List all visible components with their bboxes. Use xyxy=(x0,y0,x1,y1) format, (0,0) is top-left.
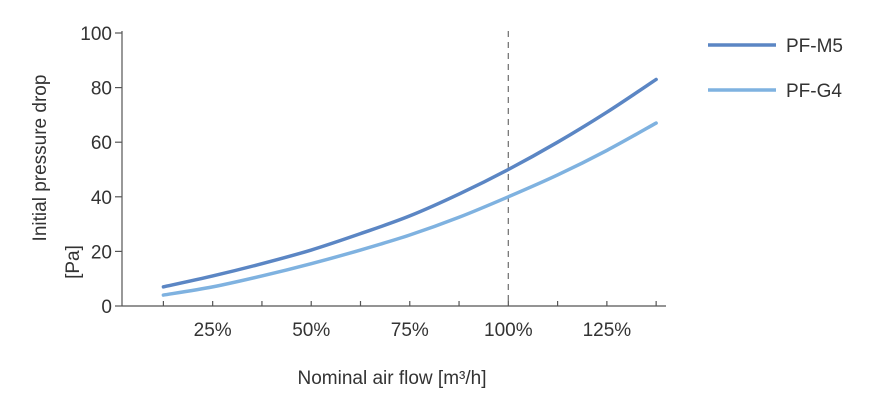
y-tick-label: 20 xyxy=(91,242,112,263)
legend-label-pf-g4: PF-G4 xyxy=(786,81,842,102)
x-tick-label: 75% xyxy=(391,320,429,341)
y-axis-title-line2: [Pa] xyxy=(63,245,84,279)
y-tick-label: 0 xyxy=(101,297,112,318)
series-line-pf-g4 xyxy=(161,121,658,297)
y-tick-label: 40 xyxy=(91,188,112,209)
y-axis-title-line1: Initial pressure drop xyxy=(30,75,51,242)
x-tick-label: 125% xyxy=(583,320,632,341)
x-tick-label: 25% xyxy=(194,320,232,341)
x-tick-label: 50% xyxy=(292,320,330,341)
legend-label-pf-m5: PF-M5 xyxy=(786,36,843,57)
x-tick-label: 100% xyxy=(484,320,533,341)
y-tick-label: 80 xyxy=(91,79,112,100)
y-tick-label: 100 xyxy=(80,24,112,45)
series-line-pf-m5 xyxy=(161,77,658,289)
y-tick-label: 60 xyxy=(91,133,112,154)
x-axis-title: Nominal air flow [m³/h] xyxy=(298,368,487,389)
